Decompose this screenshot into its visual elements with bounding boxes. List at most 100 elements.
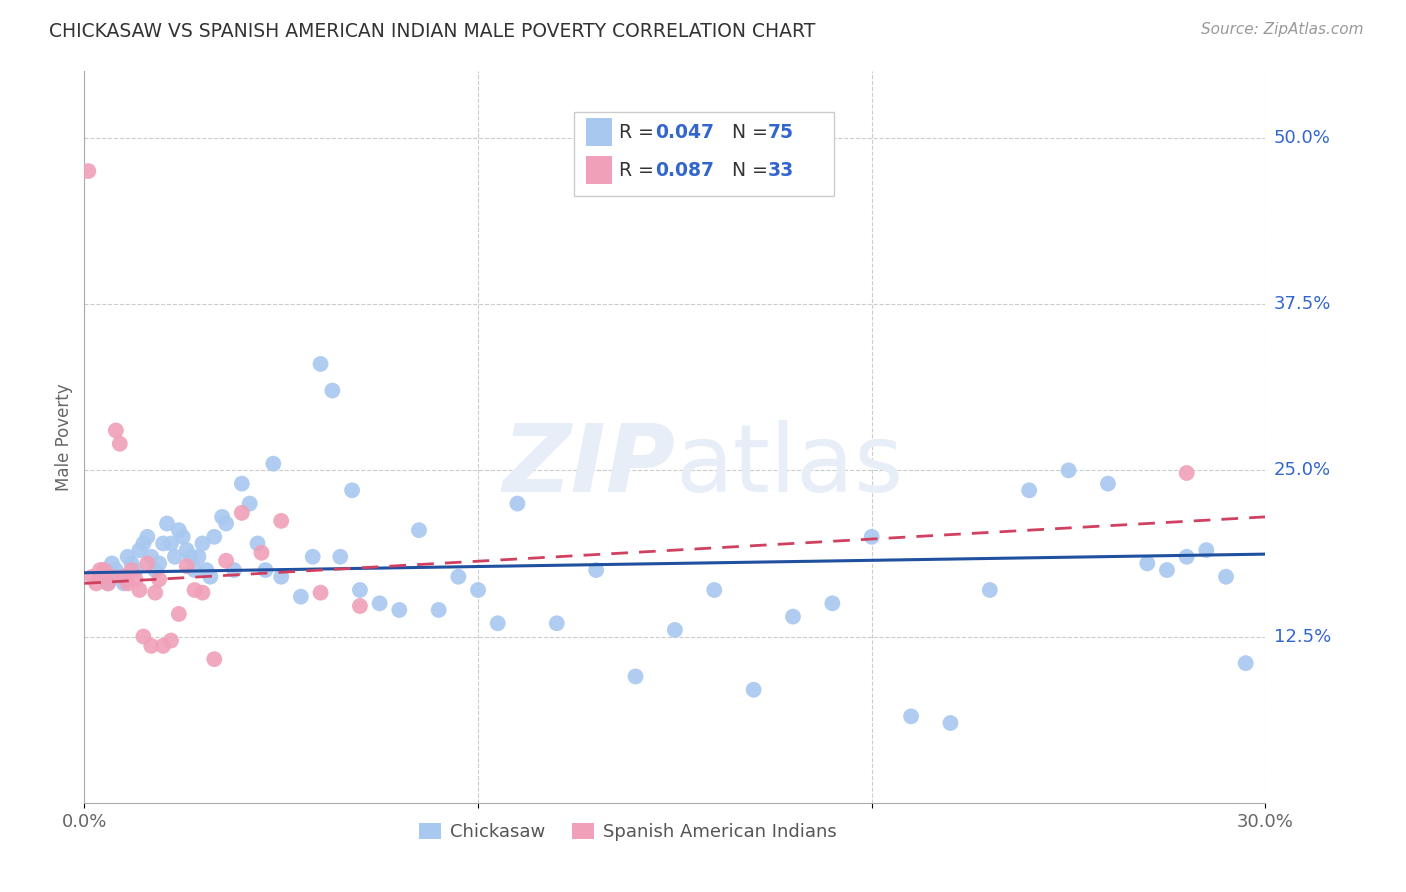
- Point: [254, 563, 277, 577]
- FancyBboxPatch shape: [586, 118, 612, 146]
- Point: [388, 603, 411, 617]
- Point: [1195, 543, 1218, 558]
- Point: [585, 563, 607, 577]
- Point: [246, 536, 269, 550]
- Point: [141, 549, 163, 564]
- Point: [250, 546, 273, 560]
- Point: [368, 596, 391, 610]
- Text: R =: R =: [620, 161, 661, 179]
- Point: [900, 709, 922, 723]
- Point: [132, 536, 155, 550]
- Point: [160, 536, 183, 550]
- Point: [270, 570, 292, 584]
- Text: N =: N =: [714, 161, 773, 179]
- Point: [624, 669, 647, 683]
- Point: [104, 424, 127, 438]
- Point: [215, 554, 238, 568]
- Point: [191, 585, 214, 599]
- Point: [101, 557, 124, 571]
- Point: [1234, 656, 1257, 670]
- Point: [211, 509, 233, 524]
- Point: [183, 563, 205, 577]
- Point: [93, 563, 115, 577]
- Point: [215, 516, 238, 531]
- Point: [148, 557, 170, 571]
- Point: [187, 549, 209, 564]
- Point: [77, 164, 100, 178]
- Point: [128, 543, 150, 558]
- Text: Source: ZipAtlas.com: Source: ZipAtlas.com: [1201, 22, 1364, 37]
- Text: 37.5%: 37.5%: [1274, 295, 1331, 313]
- Point: [89, 570, 111, 584]
- Point: [148, 573, 170, 587]
- Point: [486, 616, 509, 631]
- Point: [82, 570, 104, 584]
- Point: [156, 516, 179, 531]
- Point: [160, 633, 183, 648]
- Text: R =: R =: [620, 122, 661, 142]
- Point: [112, 570, 135, 584]
- Point: [309, 357, 332, 371]
- Point: [202, 530, 225, 544]
- Point: [506, 497, 529, 511]
- Point: [121, 557, 143, 571]
- Point: [152, 639, 174, 653]
- Point: [1136, 557, 1159, 571]
- Point: [89, 563, 111, 577]
- Point: [860, 530, 883, 544]
- Point: [163, 549, 186, 564]
- Point: [427, 603, 450, 617]
- Text: ZIP: ZIP: [502, 420, 675, 512]
- Point: [703, 582, 725, 597]
- Point: [290, 590, 312, 604]
- Point: [1057, 463, 1080, 477]
- Point: [1215, 570, 1237, 584]
- Point: [136, 530, 159, 544]
- Point: [124, 563, 146, 577]
- Point: [821, 596, 844, 610]
- Point: [97, 576, 120, 591]
- Y-axis label: Male Poverty: Male Poverty: [55, 384, 73, 491]
- Text: 75: 75: [768, 122, 794, 142]
- Point: [191, 536, 214, 550]
- Point: [309, 585, 332, 599]
- Point: [231, 476, 253, 491]
- Point: [176, 543, 198, 558]
- Point: [329, 549, 352, 564]
- Point: [1175, 549, 1198, 564]
- Point: [340, 483, 363, 498]
- Point: [183, 582, 205, 597]
- Text: 25.0%: 25.0%: [1274, 461, 1331, 479]
- Point: [447, 570, 470, 584]
- Point: [121, 563, 143, 577]
- Point: [349, 582, 371, 597]
- Text: 12.5%: 12.5%: [1274, 628, 1331, 646]
- Point: [222, 563, 245, 577]
- Point: [167, 523, 190, 537]
- Text: 0.047: 0.047: [655, 122, 714, 142]
- Point: [1018, 483, 1040, 498]
- Point: [104, 563, 127, 577]
- Text: atlas: atlas: [675, 420, 903, 512]
- Point: [172, 530, 194, 544]
- Text: 0.087: 0.087: [655, 161, 714, 179]
- Point: [664, 623, 686, 637]
- Point: [239, 497, 262, 511]
- FancyBboxPatch shape: [575, 112, 834, 195]
- Point: [349, 599, 371, 613]
- Point: [93, 563, 115, 577]
- Text: CHICKASAW VS SPANISH AMERICAN INDIAN MALE POVERTY CORRELATION CHART: CHICKASAW VS SPANISH AMERICAN INDIAN MAL…: [49, 22, 815, 41]
- Point: [467, 582, 489, 597]
- Point: [321, 384, 343, 398]
- Point: [180, 549, 202, 564]
- Point: [176, 559, 198, 574]
- Point: [112, 576, 135, 591]
- Point: [117, 576, 139, 591]
- Point: [152, 536, 174, 550]
- Point: [546, 616, 568, 631]
- Point: [1156, 563, 1178, 577]
- Point: [97, 576, 120, 591]
- Point: [141, 639, 163, 653]
- Text: N =: N =: [714, 122, 773, 142]
- Point: [84, 576, 107, 591]
